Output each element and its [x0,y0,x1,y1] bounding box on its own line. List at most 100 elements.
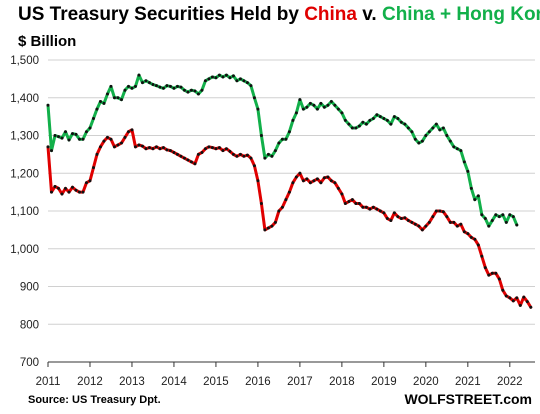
data-point-china [298,171,302,175]
data-point-china [417,224,421,228]
data-point-china-hong-kong [91,117,95,121]
data-point-china-hong-kong [515,223,519,227]
data-point-china-hong-kong [63,130,67,134]
data-point-china [245,153,249,157]
data-point-china-hong-kong [217,73,221,77]
data-point-china-hong-kong [483,217,487,221]
data-point-china [277,209,281,213]
data-point-china-hong-kong [259,134,263,137]
data-point-china-hong-kong [203,79,207,83]
data-point-china-hong-kong [294,111,298,115]
data-point-china-hong-kong [130,86,134,90]
data-point-china [88,179,92,183]
data-point-china [214,147,218,151]
data-point-china-hong-kong [357,124,361,128]
data-point-china-hong-kong [403,122,407,126]
data-point-china [207,145,211,149]
data-point-china-hong-kong [291,118,295,122]
data-point-china-hong-kong [392,115,396,119]
data-point-china-hong-kong [364,122,368,126]
data-point-china [133,145,137,149]
data-point-china-hong-kong [375,113,379,117]
data-point-china [291,181,295,185]
data-point-china-hong-kong [315,107,319,111]
data-point-china [249,156,253,160]
data-point-china [161,146,165,150]
data-point-china [95,152,99,156]
data-point-china-hong-kong [186,90,190,94]
y-tick-label: 1,400 [10,93,39,105]
data-point-china [515,296,519,300]
data-point-china-hong-kong [238,77,242,81]
data-point-china [203,147,207,151]
data-point-china-hong-kong [273,149,277,153]
data-point-china [448,220,452,224]
data-point-china [196,152,200,156]
data-point-china [70,185,74,189]
data-point-china-hong-kong [490,218,494,222]
data-point-china-hong-kong [312,103,316,107]
data-point-china-hong-kong [158,85,162,89]
data-point-china-hong-kong [427,130,431,134]
data-point-china-hong-kong [221,75,225,79]
data-point-china-hong-kong [424,134,428,137]
data-point-china [476,243,480,247]
data-point-china [315,177,319,181]
data-point-china [109,137,113,141]
y-axis-unit: $ Billion [18,33,77,50]
data-point-china-hong-kong [434,122,438,126]
data-point-china [50,190,53,194]
x-tick-label: 2012 [77,376,103,388]
data-point-china [77,190,81,194]
data-point-china-hong-kong [501,213,505,217]
data-point-china [403,216,407,220]
data-point-china [483,266,487,270]
data-point-china [60,192,64,196]
data-point-china-hong-kong [354,126,358,130]
data-point-china-hong-kong [508,213,512,217]
source-note: Source: US Treasury Dpt. [28,394,161,406]
data-point-china-hong-kong [182,88,186,92]
data-point-china [221,149,225,153]
data-point-china-hong-kong [336,107,340,111]
data-point-china-hong-kong [319,101,323,105]
data-point-china-hong-kong [168,84,172,88]
data-point-china [165,148,169,152]
data-point-china-hong-kong [347,122,351,126]
data-point-china-hong-kong [74,132,78,136]
brand-logo: WOLFSTREET.com [404,391,532,407]
data-point-china [396,215,400,219]
data-point-china-hong-kong [231,74,235,78]
data-point-china-hong-kong [441,126,445,130]
data-point-china [371,205,375,209]
data-point-china [186,158,190,162]
data-point-china-hong-kong [298,98,302,102]
data-point-china-hong-kong [151,83,155,87]
data-point-china [168,149,172,153]
data-point-china [200,150,204,154]
data-point-china-hong-kong [84,130,88,134]
x-tick-label: 2022 [497,376,523,388]
x-tick-label: 2015 [203,376,229,388]
data-point-china [501,288,505,292]
data-point-china [224,147,228,151]
data-point-china [445,215,449,219]
data-point-china-hong-kong [172,86,176,90]
data-point-china-hong-kong [420,139,424,143]
data-point-china-hong-kong [105,92,109,96]
data-point-china-hong-kong [350,126,354,130]
data-point-china-hong-kong [469,186,473,190]
y-tick-label: 1,500 [10,55,39,67]
data-point-china [385,217,389,221]
data-point-china [420,228,424,232]
data-point-china-hong-kong [497,215,501,219]
data-point-china [294,175,298,179]
data-point-china [231,152,235,156]
y-tick-label: 1,200 [10,168,39,180]
data-point-china [91,166,95,170]
data-point-china [368,207,372,211]
data-point-china-hong-kong [224,73,228,77]
data-point-china-hong-kong [480,213,484,217]
data-point-china [410,220,414,224]
